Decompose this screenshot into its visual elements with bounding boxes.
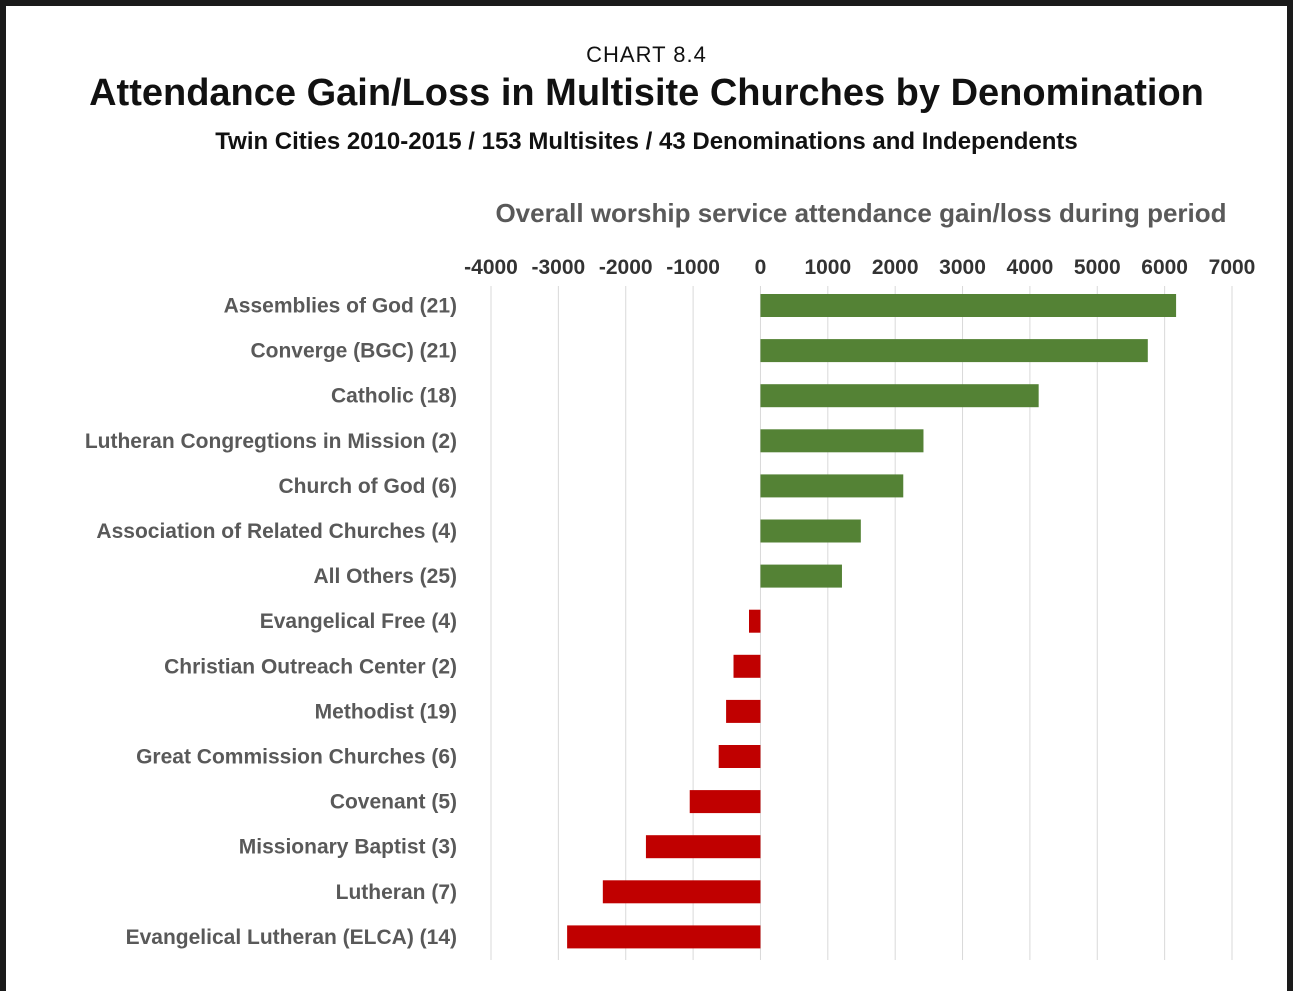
- x-tick-label: 0: [755, 256, 767, 279]
- bar: [718, 745, 761, 768]
- bar: [760, 429, 924, 453]
- bar: [760, 384, 1039, 408]
- x-tick-label: 7000: [1209, 256, 1256, 279]
- x-tick-label: 6000: [1141, 256, 1188, 279]
- x-axis-title: Overall worship service attendance gain/…: [495, 198, 1226, 228]
- x-tick-label: -1000: [666, 256, 720, 279]
- x-tick-label: 3000: [939, 256, 986, 279]
- chart-number: CHART 8.4: [586, 42, 707, 67]
- category-label: Lutheran (7): [336, 881, 457, 904]
- bar: [567, 925, 761, 949]
- category-label: Catholic (18): [331, 385, 457, 408]
- x-axis-ticks: -4000 -3000 -2000 -1000 0 1000 2000 3000 4000 500…: [464, 256, 1255, 279]
- category-label: Church of God (6): [279, 475, 457, 498]
- category-label: Covenant (5): [330, 791, 457, 814]
- bar: [689, 790, 761, 814]
- x-tick-label: 2000: [872, 256, 919, 279]
- category-label: Evangelical Lutheran (ELCA) (14): [126, 926, 457, 949]
- x-tick-label: -2000: [599, 256, 653, 279]
- bar: [760, 294, 1177, 317]
- category-label: Evangelical Free (4): [260, 610, 457, 633]
- category-labels: Assemblies of God (21) Converge (BGC) (21…: [85, 295, 457, 949]
- x-tick-label: 5000: [1074, 256, 1121, 279]
- x-tick-label: 4000: [1007, 256, 1054, 279]
- category-label: Converge (BGC) (21): [250, 340, 457, 363]
- category-label: Lutheran Congregtions in Mission (2): [85, 430, 457, 453]
- bar: [749, 609, 761, 633]
- bar: [645, 835, 761, 859]
- bar: [760, 474, 904, 498]
- category-label: All Others (25): [313, 565, 457, 588]
- category-label: Association of Related Churches (4): [96, 520, 457, 543]
- bars: [567, 294, 1177, 949]
- bar: [760, 519, 861, 543]
- bar: [733, 654, 761, 678]
- category-label: Great Commission Churches (6): [136, 746, 457, 769]
- bar: [760, 564, 842, 588]
- bar: [760, 339, 1148, 363]
- x-tick-label: -3000: [532, 256, 586, 279]
- category-label: Assemblies of God (21): [224, 295, 457, 318]
- bar: [726, 699, 761, 723]
- x-tick-label: 1000: [804, 256, 851, 279]
- category-label: Methodist (19): [315, 700, 457, 723]
- chart-title: Attendance Gain/Loss in Multisite Church…: [89, 72, 1204, 114]
- category-label: Christian Outreach Center (2): [164, 655, 457, 678]
- bar: [602, 880, 761, 904]
- category-label: Missionary Baptist (3): [239, 836, 457, 859]
- x-tick-label: -4000: [464, 256, 518, 279]
- chart-subtitle: Twin Cities 2010-2015 / 153 Multisites /…: [215, 128, 1078, 155]
